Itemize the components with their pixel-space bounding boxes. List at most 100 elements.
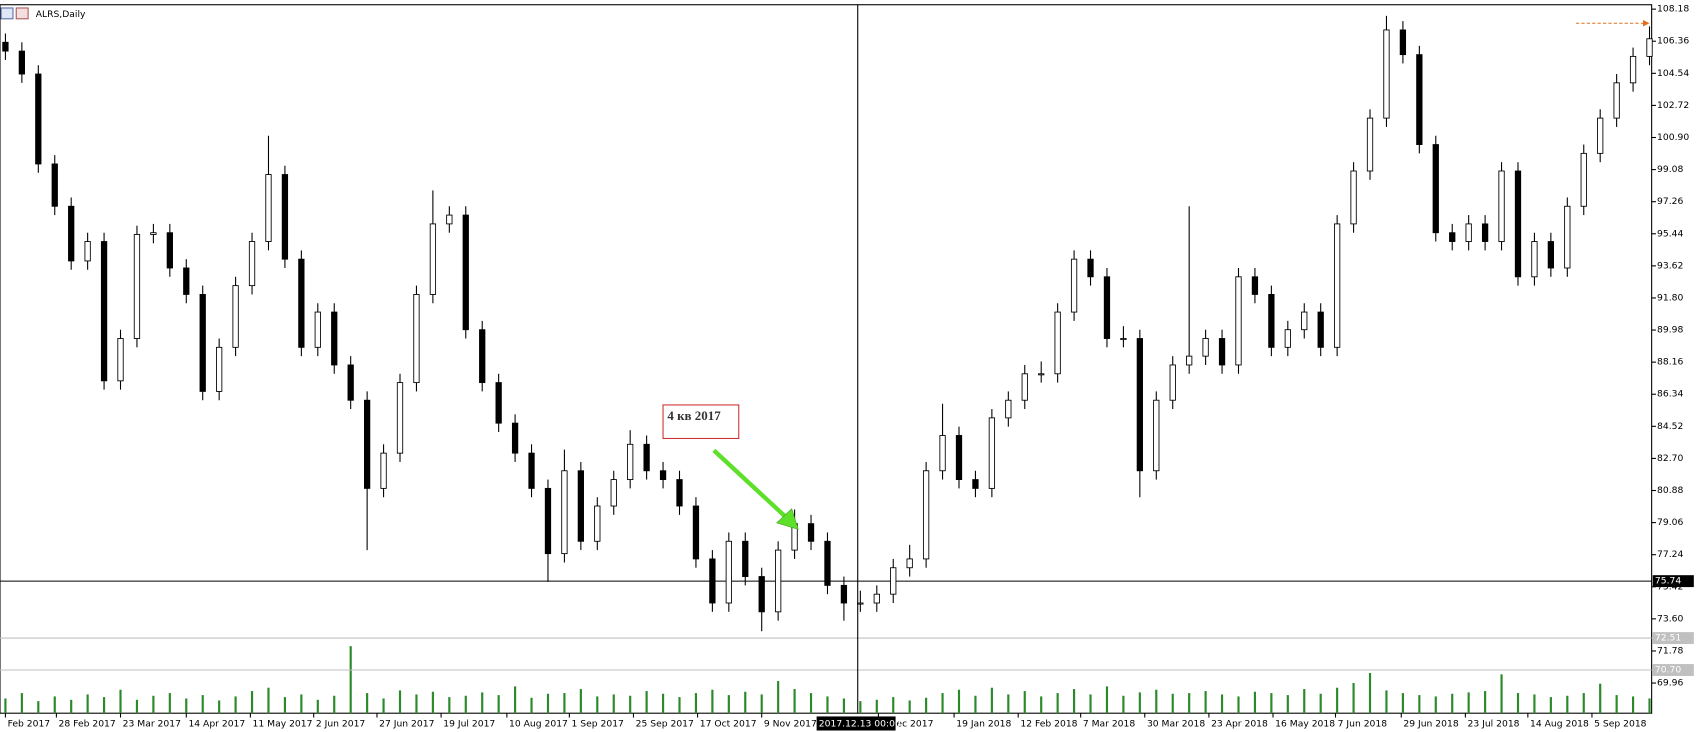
candle-body: [1218, 338, 1226, 366]
volume-bar: [234, 696, 237, 714]
volume-bar: [711, 689, 714, 714]
candle-body: [1301, 311, 1308, 331]
y-tick-label: 86.34: [1657, 389, 1683, 400]
candle-body: [35, 73, 42, 165]
volume-bar: [1549, 697, 1552, 714]
volume-bar: [1467, 692, 1470, 714]
candle-body: [363, 399, 371, 489]
y-tick-label: 95.44: [1657, 228, 1683, 239]
volume-bar: [678, 697, 681, 714]
volume-bar: [563, 693, 566, 714]
candle-body: [1564, 205, 1571, 269]
x-tick-label: 14 Apr 2017: [188, 719, 245, 730]
x-tick-label: 27 Jun 2017: [379, 719, 434, 730]
volume-bar: [1089, 694, 1092, 714]
volume-bar: [974, 695, 977, 714]
volume-bar: [1319, 693, 1322, 714]
volume-bar: [1270, 693, 1273, 714]
volume-bar: [661, 693, 665, 714]
candle-body: [331, 311, 338, 366]
x-tick-label: 5 Sep 2018: [1594, 719, 1647, 730]
volume-bar: [530, 697, 533, 714]
candle-body: [1284, 329, 1291, 348]
volume-bar: [1171, 693, 1174, 714]
volume-bar: [70, 699, 73, 714]
volume-bar: [1451, 693, 1454, 714]
candle-body: [479, 329, 486, 384]
candle-body: [824, 540, 831, 586]
candle-body: [1317, 311, 1324, 348]
price-line-arrow: [1643, 20, 1650, 27]
candle-body: [988, 417, 996, 489]
candle-body: [314, 311, 321, 348]
candle-body: [51, 163, 58, 207]
candle-body: [692, 505, 700, 560]
x-tick-label: 12 Feb 2018: [1020, 719, 1077, 730]
candle-body: [1021, 373, 1028, 401]
y-tick-label: 88.16: [1657, 357, 1683, 368]
volume-bar: [1648, 698, 1651, 714]
volume-bar: [333, 695, 336, 714]
volume-bar: [1418, 695, 1421, 714]
candle-body: [972, 479, 979, 489]
volume-bar: [1105, 686, 1109, 714]
candle-body: [429, 223, 437, 295]
annotation-text: 4 кв 2017: [667, 408, 721, 423]
volume-bar: [760, 694, 763, 714]
volume-bar: [1368, 672, 1372, 714]
candle-body: [166, 232, 173, 269]
volume-bar: [1401, 693, 1404, 714]
volume-bar: [694, 693, 698, 714]
volume-bar: [1533, 694, 1536, 714]
volume-bar: [990, 687, 993, 714]
candle-body: [1613, 82, 1620, 119]
volume-bar: [957, 689, 961, 714]
volume-bar: [941, 693, 944, 714]
volume-bar: [431, 691, 434, 714]
volume-bar: [1023, 691, 1026, 714]
candle-body: [1070, 258, 1078, 313]
volume-bar: [1615, 695, 1618, 714]
x-tick-label: 1 Sep 2017: [572, 719, 625, 730]
candle-body: [659, 470, 667, 481]
volume-bar: [168, 693, 171, 714]
candle-body: [807, 523, 815, 542]
x-tick-label: 30 Mar 2018: [1147, 719, 1205, 730]
arrow-head: [776, 508, 799, 530]
candle-body: [248, 241, 256, 287]
candle-body: [298, 258, 305, 348]
y-tick-label: 79.06: [1657, 517, 1683, 528]
y-tick-label: 99.08: [1657, 164, 1683, 175]
icon: [15, 7, 29, 20]
candle-body: [1531, 241, 1538, 278]
volume-bar: [859, 701, 862, 714]
candle-body: [758, 576, 765, 613]
y-tick-label: 89.98: [1657, 325, 1683, 336]
volume-bar: [645, 691, 648, 714]
volume-bar: [875, 699, 878, 714]
icon: [0, 7, 14, 20]
y-tick-label: 77.24: [1657, 549, 1683, 560]
candle-body: [1399, 29, 1407, 56]
volume-bar: [514, 686, 517, 714]
candle-body: [495, 382, 502, 424]
x-tick-label: 23 Apr 2018: [1211, 719, 1268, 730]
candle-body: [117, 338, 124, 382]
volume-bar: [102, 697, 106, 714]
candle-body: [709, 558, 716, 604]
volume-bar: [283, 697, 287, 714]
annotation: 4 кв 2017: [662, 404, 799, 530]
candle-body: [528, 452, 535, 489]
x-tick-label: 14 Aug 2018: [1530, 719, 1589, 730]
x-tick-label: 16 May 2018: [1275, 719, 1335, 730]
candle-body: [380, 452, 387, 489]
x-tick-label: 11 May 2017: [253, 719, 313, 730]
candle-body: [511, 422, 519, 454]
volume-bar: [37, 701, 40, 714]
volume-bar: [1220, 694, 1224, 714]
candle-body: [1383, 29, 1390, 119]
y-tick-label: 108.18: [1657, 4, 1689, 15]
x-tick-label: 5 Dec 2017: [881, 719, 934, 730]
volume-bar: [1073, 689, 1076, 714]
y-tick-label: 91.80: [1657, 292, 1683, 303]
